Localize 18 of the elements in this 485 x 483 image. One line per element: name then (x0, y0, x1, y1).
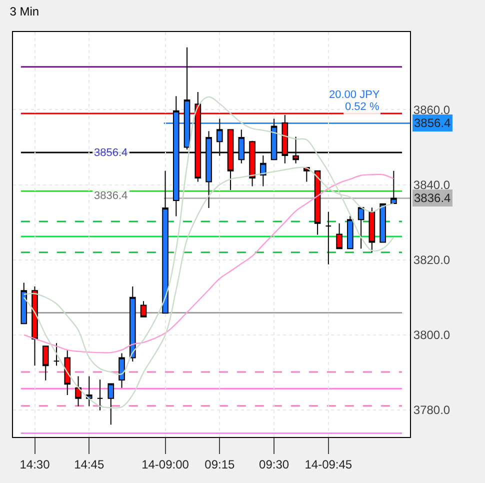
ref-line-label: 3856.4 (414, 116, 452, 130)
x-tick-label: 14:30 (20, 457, 50, 472)
chart-title: 3 Min (10, 4, 40, 19)
x-tick-label: 09:15 (204, 457, 235, 472)
annotation: 0.52 % (345, 101, 380, 113)
y-tick-label: 3820.0 (413, 253, 450, 268)
y-tick-label: 3860.0 (413, 102, 450, 117)
y-tick-label: 3800.0 (413, 328, 450, 342)
annotation: 3856.4 (94, 147, 128, 159)
annotation: 3836.4 (94, 190, 128, 202)
x-tick-label: 09:30 (259, 457, 290, 472)
x-tick-label: 14-09:00 (142, 457, 190, 472)
x-tick-label: 14-09:45 (304, 457, 352, 472)
x-tick-label: 14:45 (74, 457, 104, 472)
y-tick-label: 3840.0 (413, 178, 450, 192)
annotation: 20.00 JPY (329, 89, 380, 101)
y-tick-label: 3780.0 (413, 403, 450, 418)
ref-line-label: 3836.4 (414, 191, 452, 205)
